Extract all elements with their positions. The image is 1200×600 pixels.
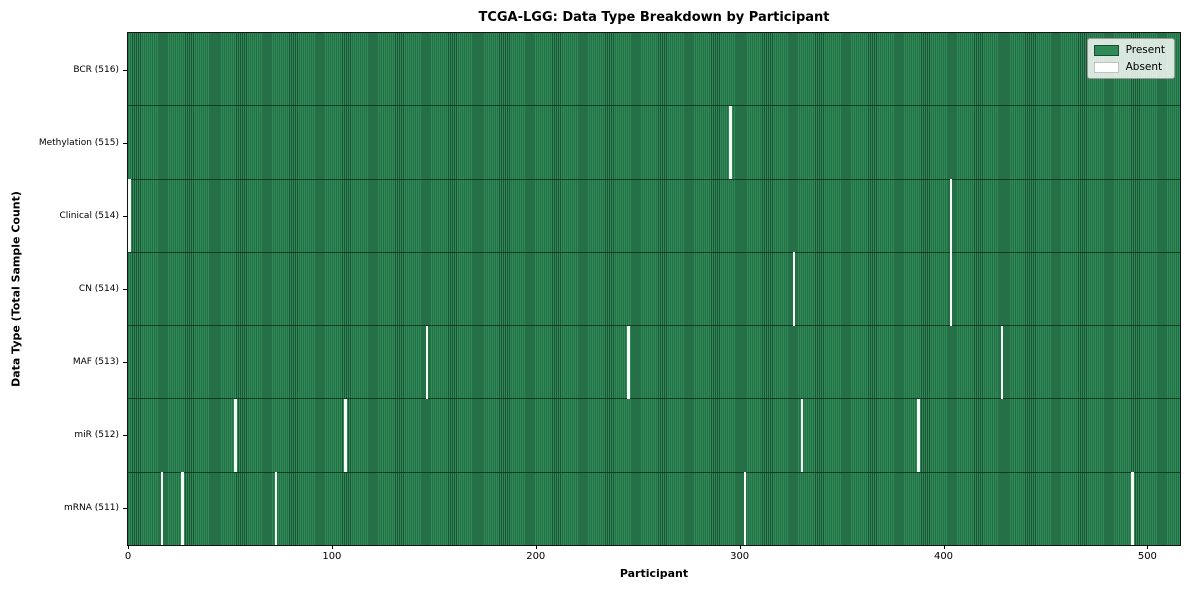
absent-gap — [1131, 471, 1134, 545]
x-tick-label: 100 — [322, 551, 342, 562]
x-tick — [535, 545, 537, 549]
heatmap-row — [128, 179, 1180, 253]
x-tick — [943, 545, 945, 549]
legend-present-swatch — [1093, 44, 1119, 56]
y-tick-label: miR (512) — [74, 430, 119, 441]
x-tick-label: 400 — [933, 551, 954, 562]
y-tick — [123, 508, 127, 510]
plot-area: Present Absent — [127, 32, 1181, 546]
absent-gap — [181, 471, 184, 545]
y-tick — [123, 69, 127, 71]
x-tick — [739, 545, 741, 549]
x-tick-label: 200 — [526, 551, 546, 562]
heatmap-row — [128, 106, 1180, 180]
x-tick-label: 0 — [124, 551, 132, 562]
absent-gap — [160, 471, 164, 545]
y-tick — [123, 362, 127, 364]
absent-gap — [917, 398, 920, 472]
absent-overlay — [128, 33, 1180, 545]
heatmap-row — [128, 326, 1180, 400]
heatmap-row — [128, 472, 1180, 545]
legend-absent-label: Absent — [1125, 61, 1163, 73]
legend-entry-present: Present — [1093, 44, 1165, 56]
legend: Present Absent — [1086, 38, 1175, 79]
x-tick-label: 300 — [730, 551, 750, 562]
y-tick-label: Clinical (514) — [59, 210, 119, 221]
absent-gap — [949, 252, 953, 326]
chart-title: TCGA-LGG: Data Type Breakdown by Partici… — [478, 10, 830, 25]
x-tick-label: 500 — [1137, 551, 1157, 562]
heatmap-row — [128, 399, 1180, 473]
y-tick — [123, 142, 127, 144]
y-tick-label: CN (514) — [78, 284, 119, 294]
absent-gap — [743, 471, 747, 545]
absent-gap — [1000, 325, 1004, 399]
legend-absent-swatch — [1093, 61, 1119, 73]
x-tick — [128, 545, 129, 549]
absent-gap — [425, 325, 429, 399]
heatmap-rows — [128, 33, 1180, 545]
absent-gap — [128, 179, 131, 253]
absent-gap — [949, 179, 953, 253]
absent-gap — [729, 106, 732, 180]
x-tick — [1147, 545, 1149, 549]
y-tick-label: BCR (516) — [73, 64, 119, 75]
y-tick-label: Methylation (515) — [38, 137, 119, 148]
y-tick — [123, 289, 127, 290]
absent-gap — [627, 325, 630, 399]
x-tick — [331, 545, 333, 549]
y-tick-label: MAF (513) — [72, 357, 119, 368]
legend-entry-absent: Absent — [1093, 61, 1165, 73]
x-axis-label: Participant — [619, 567, 689, 580]
absent-gap — [274, 471, 278, 545]
absent-gap — [234, 398, 237, 472]
y-tick-label: mRNA (511) — [64, 503, 119, 514]
heatmap-row — [128, 252, 1180, 327]
absent-gap — [344, 398, 347, 472]
heatmap-row — [128, 33, 1180, 107]
absent-gap — [792, 252, 796, 326]
y-tick — [123, 215, 127, 217]
absent-gap — [800, 398, 804, 472]
y-tick — [123, 435, 127, 437]
legend-present-label: Present — [1125, 44, 1165, 56]
